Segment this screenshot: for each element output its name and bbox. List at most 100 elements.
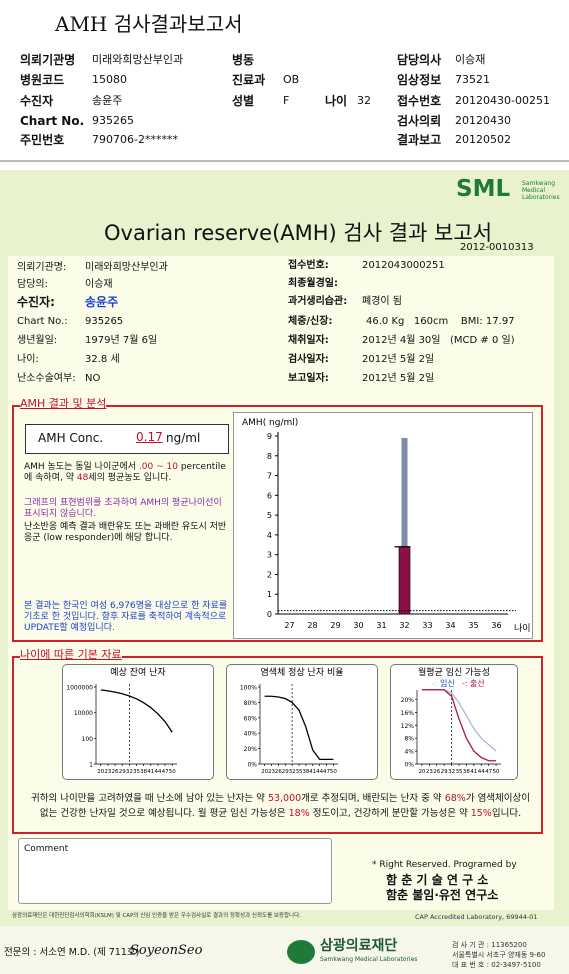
summary-text: 18%: [288, 808, 310, 819]
logo-sub: Samkwang Medical Laboratories: [522, 180, 560, 201]
x-tick-label: 27: [284, 621, 294, 630]
legend-dash: -:: [462, 679, 468, 688]
chart-title: 예상 잔여 난자: [110, 666, 166, 678]
field-label: 진료과: [232, 73, 266, 87]
info-value: 2012년 5월 2일: [362, 373, 435, 384]
y-tick-label: 10000: [74, 710, 93, 717]
field-value: 20120430-00251: [455, 94, 550, 107]
text: 세의 평균농도 입니다.: [88, 473, 172, 483]
x-tick-label: 30: [353, 621, 363, 630]
x-tick-label: 32: [448, 769, 455, 775]
summary-text: 정도이고, 건강하게 분만할 가능성은 약: [309, 808, 471, 819]
x-tick-label: 41: [147, 769, 154, 775]
y-tick-label: 20%: [401, 697, 415, 704]
footer-lab: 함 춘 기 술 연 구 소: [386, 873, 489, 887]
text: .00 ~ 10: [138, 462, 178, 472]
y-tick-label: 60%: [244, 715, 258, 722]
x-tick-label: 41: [470, 769, 477, 775]
x-tick-label: 47: [323, 769, 330, 775]
amh-note: 본 결과는 한국인 여성 6,976명을 대상으로 한 자료를 기초로 한 것입…: [24, 601, 228, 633]
logo-word: Samkwang: [522, 180, 555, 187]
info-value: 이승재: [85, 279, 113, 290]
y-tick-label: 4%: [404, 749, 414, 756]
y-tick-label: 8: [267, 452, 272, 461]
y-tick-label: 40%: [244, 731, 258, 738]
bar: [401, 437, 408, 614]
y-tick-label: 9: [267, 432, 272, 441]
logo-word: Medical: [522, 187, 545, 194]
info-value: 미래와희망산부인과: [85, 262, 168, 273]
field-label: 임상정보: [397, 73, 442, 87]
info-label: 나이:: [17, 354, 39, 365]
summary-text: 귀하의 나이만을 고려하였을 때 난소에 남아 있는 난자는 약: [30, 793, 268, 804]
info-label: 채취일자:: [288, 335, 329, 346]
field-label: 접수번호: [397, 94, 442, 108]
x-tick-label: 44: [478, 769, 485, 775]
field-label: 나이: [325, 94, 348, 108]
x-tick-label: 38: [302, 769, 309, 775]
chart-title: 월평균 임신 가능성: [418, 666, 490, 678]
info-value: 2012년 4월 30일 (MCD # 0 일): [362, 335, 515, 346]
y-tick-label: 4: [267, 531, 272, 540]
summary-text: 가 염색체이상이 없는 건강한 난자일 것으로 예상됩니다. 월 평균 임신 가…: [39, 793, 531, 819]
x-tick-label: 29: [441, 769, 448, 775]
x-tick-label: 20: [418, 769, 425, 775]
x-tick-label: 50: [330, 769, 337, 775]
info-value: 폐경이 됨: [362, 296, 402, 307]
x-tick-label: 32: [399, 621, 409, 630]
chart-title: 염색체 정상 난자 비율: [260, 667, 343, 678]
summary: 귀하의 나이만을 고려하였을 때 난소에 남아 있는 난자는 약 53,000개…: [28, 791, 533, 821]
report-title: Ovarian reserve(AMH) 검사 결과 보고서: [104, 221, 493, 245]
series-line: [100, 689, 173, 733]
footer-band: [0, 926, 569, 974]
x-tick-label: 50: [493, 769, 500, 775]
field-label: 수진자: [20, 94, 54, 108]
address-line: 대 표 번 호 : 02-3497-5100: [452, 961, 541, 969]
report-number: 2012-0010313: [460, 242, 534, 253]
info-label: 수진자:: [17, 295, 55, 309]
field-label: 의뢰기관명: [20, 53, 76, 67]
age-chart: 염색체 정상 난자 비율 0% 20% 40% 60% 80% 100% 20 23 26 29 32…: [226, 664, 378, 780]
x-tick-label: 33: [422, 621, 432, 630]
y-tick-label: 80%: [244, 700, 258, 707]
x-tick-label: 41: [309, 769, 316, 775]
info-value: 32.8 세: [85, 354, 120, 365]
age-chart: 월평균 임신 가능성-: 임신 -: 출산0%4%8%12%16%20%20 23 26 2…: [390, 664, 518, 780]
y-tick-label: 16%: [401, 710, 415, 717]
info-label: 접수번호:: [288, 260, 329, 271]
y-tick-label: 20%: [244, 746, 258, 753]
info-label: 난소수술여부:: [17, 373, 76, 384]
org-name-en: Samkwang Medical Laboratories: [320, 956, 418, 963]
field-value: 이승재: [455, 53, 486, 66]
x-tick-label: 23: [268, 769, 275, 775]
summary-text: 개로 추정되며, 배란되는 난자 중 약: [301, 793, 445, 804]
logo-word: Laboratories: [522, 194, 560, 201]
field-label: 담당의사: [397, 53, 442, 67]
age-chart: 예상 잔여 난자 1 100 10000 1000000 20 23 26 29 32 35 38 41…: [62, 664, 214, 780]
field-value: 935265: [92, 114, 134, 127]
amh-box: [25, 424, 229, 454]
x-tick-label: 35: [133, 769, 140, 775]
y-tick-label: 100: [82, 736, 94, 743]
info-value: 935265: [85, 316, 124, 327]
field-value: 송윤주: [92, 94, 123, 107]
field-value: F: [283, 94, 290, 107]
summary-text: 15%: [470, 808, 492, 819]
age-section: [12, 656, 543, 834]
info-value: 2012043000251: [362, 260, 445, 271]
amh-paragraph: 난소반응 예측 결과 배란유도 또는 과배란 유도시 저반응군 (low res…: [24, 522, 227, 543]
y-tick-label: 100%: [240, 685, 257, 692]
address-line: 서울특별시 서초구 양재동 9-60: [452, 951, 546, 959]
info-label: 최종월경일:: [288, 278, 338, 289]
field-value: 20120502: [455, 133, 511, 146]
info-label: Chart No.:: [17, 316, 68, 327]
info-label: 보고일자:: [288, 373, 329, 384]
signature: SoyeonSeo: [130, 943, 203, 958]
amh-note: 그래프의 표현범위를 초과하여 AMH의 평균나이선이 표시되지 않습니다.: [24, 498, 222, 519]
y-tick-label: 6: [267, 491, 272, 500]
x-tick-label: 35: [468, 621, 478, 630]
section-title: AMH 결과 및 분석: [20, 397, 107, 410]
info-label: 생년월일:: [17, 335, 58, 346]
